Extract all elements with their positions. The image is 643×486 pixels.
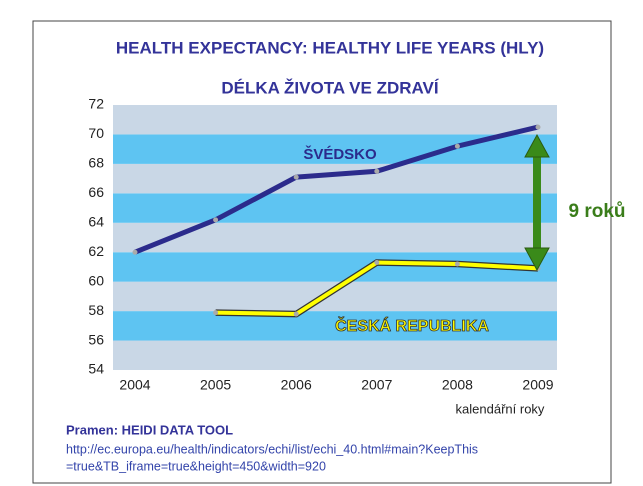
point (454, 143, 460, 149)
source-title: Pramen: HEIDI DATA TOOL (66, 422, 233, 437)
point (132, 249, 138, 255)
grid-band (113, 163, 557, 194)
grid-band (113, 311, 557, 341)
source-url: =true&TB_iframe=true&height=450&width=92… (66, 459, 326, 473)
point (293, 311, 299, 317)
plot: 54 56 58 60 62 64 66 68 70 72 2004 2005 2006 2007 2008… (88, 96, 557, 393)
arrow-head (524, 133, 550, 158)
x-tick-label: 2004 (119, 377, 150, 393)
y-tick-label: 56 (88, 331, 104, 347)
x-tick-label: 2005 (200, 377, 231, 393)
point (374, 260, 380, 266)
series-line (134, 124, 539, 255)
point (374, 168, 380, 174)
source-url: http://ec.europa.eu/health/indicators/ec… (66, 442, 478, 456)
y-tick-label: 58 (88, 302, 104, 318)
x-tick-label: 2009 (522, 377, 553, 393)
y-tick-label: 54 (88, 361, 104, 377)
chart-subtitle: DÉLKA ŽIVOTA VE ZDRAVÍ (221, 78, 440, 97)
point (213, 310, 219, 316)
annotation: 9 roků (568, 201, 625, 222)
series-label: ČESKÁ REPUBLIKA (335, 316, 489, 335)
grid-band (113, 105, 557, 135)
grid-band (113, 193, 557, 223)
x-tick-label: 2006 (281, 377, 312, 393)
y-tick-label: 66 (88, 184, 104, 200)
y-tick-label: 72 (88, 96, 104, 112)
x-axis-label: kalendářní roky (456, 401, 545, 416)
x-tick-label: 2007 (361, 377, 392, 393)
grid-band (113, 340, 557, 370)
point (454, 261, 460, 267)
chart-title: HEALTH EXPECTANCY: HEALTHY LIFE YEARS (H… (116, 38, 544, 57)
y-tick-label: 68 (88, 155, 104, 171)
y-tick-label: 64 (88, 213, 104, 229)
point (213, 217, 219, 223)
point (535, 124, 541, 130)
y-tick-label: 62 (88, 243, 104, 259)
frame (32, 20, 612, 484)
y-tick-label: 60 (88, 272, 104, 288)
arrow-head (524, 247, 550, 272)
grid-band (113, 222, 557, 253)
y-tick-label: 70 (88, 125, 104, 141)
x-tick-label: 2008 (442, 377, 473, 393)
series-label: ŠVÉDSKO (303, 145, 377, 163)
point (293, 174, 299, 180)
